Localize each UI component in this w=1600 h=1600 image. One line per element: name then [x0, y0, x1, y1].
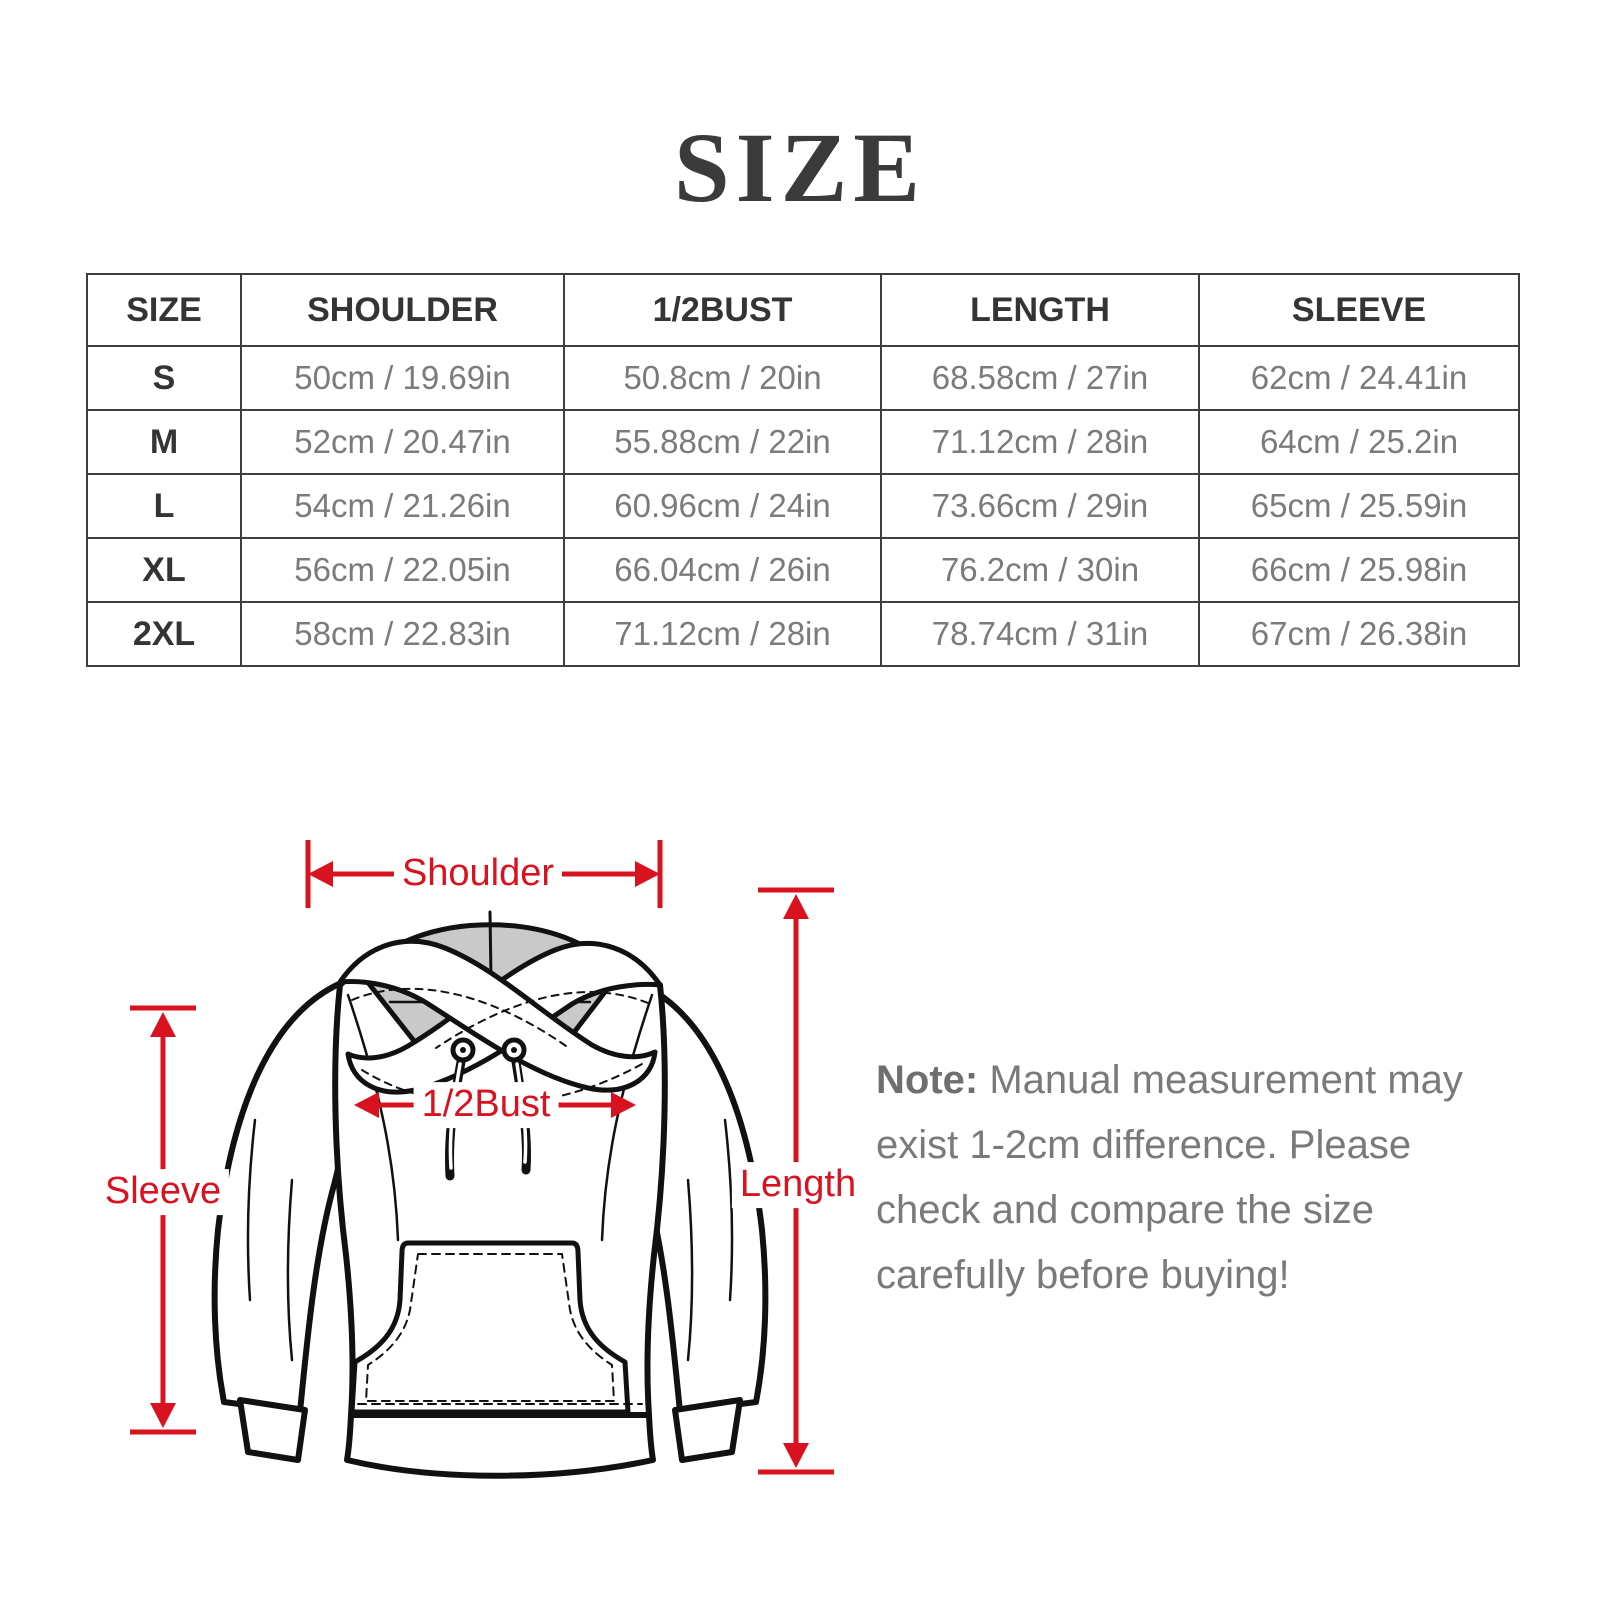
table-row-xl: XL 56cm / 22.05in 66.04cm / 26in 76.2cm … [86, 537, 1520, 603]
measurement-cell: 60.96cm / 24in [563, 473, 882, 539]
left-armhole-seam [346, 993, 400, 1242]
bust-label: 1/2Bust [413, 1082, 559, 1128]
table-row-2xl: 2XL 58cm / 22.83in 71.12cm / 28in 78.74c… [86, 601, 1520, 667]
measurement-cell: 73.66cm / 29in [880, 473, 1200, 539]
right-eyelet-hole [511, 1047, 517, 1053]
size-cell: S [86, 345, 242, 411]
table-row-m: M 52cm / 20.47in 55.88cm / 22in 71.12cm … [86, 409, 1520, 475]
measurement-cell: 54cm / 21.26in [240, 473, 565, 539]
size-cell: XL [86, 537, 242, 603]
pocket-stitch [365, 1253, 615, 1402]
right-sleeve-wrinkle [686, 1118, 734, 1362]
size-table: SIZE SHOULDER 1/2BUST LENGTH SLEEVE S 50… [86, 273, 1520, 667]
left-cuff [237, 1397, 308, 1463]
measurement-cell: 67cm / 26.38in [1198, 601, 1520, 667]
right-cuff [672, 1397, 743, 1463]
sleeve-label: Sleeve [96, 1169, 230, 1215]
neckline-stitch [361, 1063, 643, 1106]
col-header-shoulder: SHOULDER [240, 273, 565, 347]
measurement-cell: 78.74cm / 31in [880, 601, 1200, 667]
size-cell: L [86, 473, 242, 539]
collar-fold-left [337, 938, 658, 1093]
measurement-cell: 66.04cm / 26in [563, 537, 882, 603]
measurement-cell: 56cm / 22.05in [240, 537, 565, 603]
measurement-cell: 55.88cm / 22in [563, 409, 882, 475]
note-line: carefully before buying! [876, 1253, 1290, 1297]
note-label: Note: [876, 1058, 979, 1102]
measurement-cell: 65cm / 25.59in [1198, 473, 1520, 539]
note-line: exist 1-2cm difference. Please [876, 1123, 1412, 1167]
size-cell: 2XL [86, 601, 242, 667]
size-cell: M [86, 409, 242, 475]
hoodie-sketch [211, 910, 769, 1479]
length-label: Length [731, 1162, 865, 1208]
waistband [344, 1412, 656, 1479]
measurement-cell: 68.58cm / 27in [880, 345, 1200, 411]
collar-stitch-left [351, 987, 567, 1047]
note-text: Manual measurement may [989, 1058, 1463, 1102]
left-sleeve-wrinkle [246, 1118, 294, 1362]
page-title: SIZE [674, 112, 926, 223]
table-row-s: S 50cm / 19.69in 50.8cm / 20in 68.58cm /… [86, 345, 1520, 411]
measurement-cell: 71.12cm / 28in [563, 601, 882, 667]
shoulder-label: Shoulder [393, 851, 563, 897]
measurement-cell: 64cm / 25.2in [1198, 409, 1520, 475]
sleeve-arrow [130, 1005, 196, 1435]
left-eyelet-hole [460, 1047, 466, 1053]
measurement-cell: 58cm / 22.83in [240, 601, 565, 667]
col-header-sleeve: SLEEVE [1198, 273, 1520, 347]
note-block: Note: Manual measurement may exist 1-2cm… [876, 1048, 1516, 1308]
note-line: Note: Manual measurement may [876, 1048, 1516, 1113]
measurement-cell: 52cm / 20.47in [240, 409, 565, 475]
table-row-l: L 54cm / 21.26in 60.96cm / 24in 73.66cm … [86, 473, 1520, 539]
measurement-cell: 66cm / 25.98in [1198, 537, 1520, 603]
col-header-size: SIZE [86, 273, 242, 347]
right-armhole-seam [600, 993, 654, 1242]
measurement-cell: 50cm / 19.69in [240, 345, 565, 411]
measurement-cell: 76.2cm / 30in [880, 537, 1200, 603]
collar-stitch-right [435, 991, 649, 1049]
measurement-cell: 50.8cm / 20in [563, 345, 882, 411]
note-line: check and compare the size [876, 1188, 1375, 1232]
measurement-cell: 71.12cm / 28in [880, 409, 1200, 475]
col-header-length: LENGTH [880, 273, 1200, 347]
size-table-header-row: SIZE SHOULDER 1/2BUST LENGTH SLEEVE [86, 273, 1520, 347]
measurement-cell: 62cm / 24.41in [1198, 345, 1520, 411]
col-header-bust: 1/2BUST [563, 273, 882, 347]
